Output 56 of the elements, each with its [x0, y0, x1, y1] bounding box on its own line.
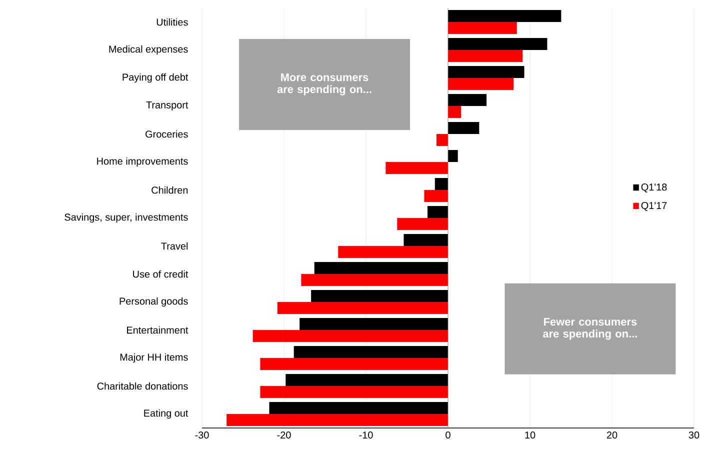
y-tick-label: Transport	[146, 102, 188, 110]
y-tick-label: Medical expenses	[109, 45, 188, 55]
legend-label: Q1'18	[641, 184, 667, 192]
legend-label: Q1'17	[641, 202, 667, 211]
y-tick-label: Major HH items	[120, 353, 188, 363]
annotation: More consumers are spending on...	[277, 74, 372, 96]
bar	[424, 190, 448, 202]
bar	[448, 94, 487, 106]
y-tick-label: Home improvements	[97, 157, 188, 167]
bar	[260, 358, 448, 370]
bar	[397, 218, 448, 230]
bar	[448, 10, 562, 22]
bar	[252, 330, 448, 342]
bar	[300, 318, 448, 330]
bar	[448, 122, 480, 134]
bar	[386, 162, 448, 174]
bar	[338, 246, 448, 258]
annotation: Fewer consumers are spending on...	[543, 318, 637, 340]
y-tick-label: Travel	[161, 242, 188, 250]
y-tick-label: Savings, super, investments	[64, 213, 188, 223]
bar	[286, 374, 448, 386]
x-tick-label: 30	[688, 432, 700, 439]
bar	[301, 274, 448, 286]
x-tick-label: 0	[446, 432, 450, 439]
bar	[404, 234, 448, 246]
bar	[448, 38, 548, 50]
y-tick-label: Groceries	[146, 130, 188, 138]
bar	[448, 106, 462, 118]
bar	[314, 262, 448, 274]
y-tick-label: Paying off debt	[122, 73, 188, 83]
bar	[448, 22, 517, 34]
bar	[226, 414, 448, 426]
x-tick-label: 10	[525, 432, 536, 439]
bar	[436, 134, 448, 146]
bar	[260, 386, 448, 398]
bar	[448, 150, 458, 162]
bar	[428, 206, 448, 218]
x-tick-label: 20	[606, 432, 618, 439]
y-tick-label: Children	[152, 186, 188, 194]
y-tick-label: Entertainment	[127, 326, 188, 334]
y-tick-label: Utilities	[156, 18, 188, 26]
bar	[448, 78, 514, 90]
y-tick-label: Personal goods	[120, 297, 188, 307]
bar	[311, 290, 448, 302]
bar	[448, 50, 523, 62]
x-tick-label: -30	[195, 432, 209, 439]
bar	[434, 178, 448, 190]
y-tick-label: Eating out	[144, 409, 188, 419]
y-tick-label: Use of credit	[133, 270, 188, 278]
bar	[448, 66, 524, 78]
bar	[269, 402, 448, 414]
bar	[294, 346, 448, 358]
y-tick-label: Charitable donations	[97, 382, 188, 390]
bar	[277, 302, 448, 314]
x-tick-label: -20	[277, 432, 291, 439]
x-tick-label: -10	[359, 432, 373, 439]
